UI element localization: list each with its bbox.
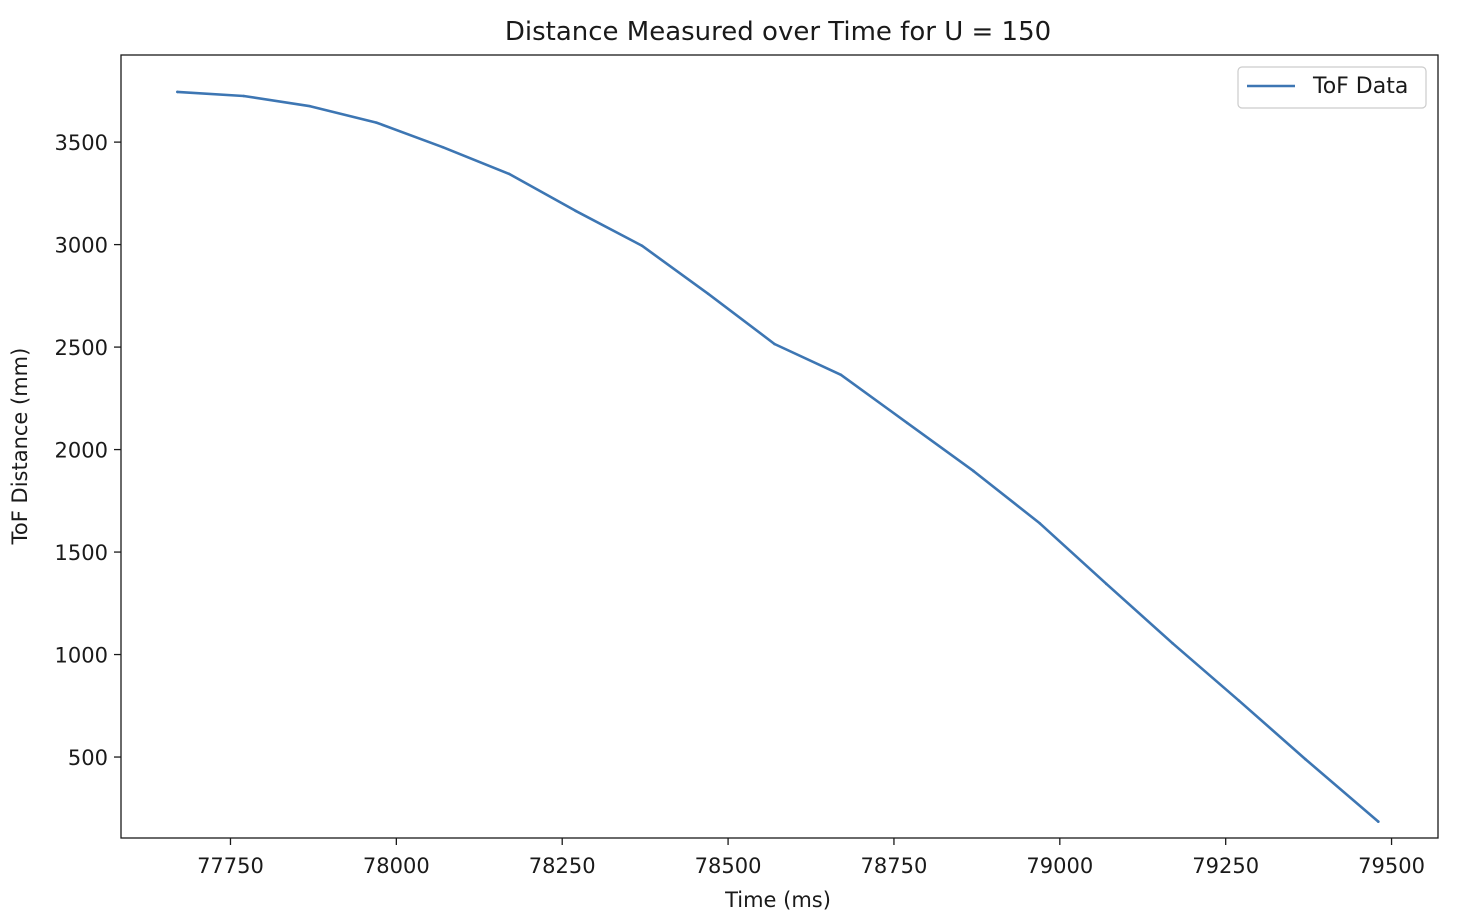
x-axis-ticks: 77750 78000 78250 78500 78750 79000 79250 79500	[197, 838, 1425, 878]
y-tick-label: 2000	[55, 439, 108, 463]
data-point	[176, 90, 179, 94]
legend-label-tof-data: ToF Data	[1312, 74, 1408, 99]
data-point	[242, 94, 246, 98]
data-point	[1171, 641, 1174, 645]
legend-box	[1237, 66, 1427, 109]
data-point	[1038, 522, 1042, 525]
data-point	[905, 421, 909, 425]
y-tick-label: 1500	[55, 541, 108, 565]
y-tick-label: 3000	[55, 234, 108, 258]
data-point	[1304, 757, 1307, 761]
x-axis-label: Time (ms)	[724, 888, 831, 912]
y-tick-label: 500	[68, 746, 108, 770]
legend: ToF Data	[1237, 66, 1427, 109]
data-point	[441, 145, 445, 149]
data-point	[972, 469, 975, 473]
data-point	[308, 104, 312, 108]
y-axis-ticks: 500 1000 1500 2000 2500 3000 3500	[55, 131, 121, 770]
y-tick-label: 3500	[55, 131, 108, 155]
data-point	[1104, 582, 1108, 586]
data-point	[706, 292, 710, 296]
data-point	[1237, 699, 1241, 702]
x-tick-label: 78000	[363, 854, 430, 878]
x-tick-label: 78250	[529, 854, 596, 878]
x-tick-label: 78750	[861, 854, 928, 878]
x-tick-label: 79250	[1192, 854, 1259, 878]
data-point	[574, 209, 577, 213]
data-point	[507, 172, 511, 176]
data-point	[773, 342, 776, 346]
y-tick-label: 2500	[55, 336, 108, 360]
data-point	[1376, 820, 1380, 823]
data-point	[839, 373, 843, 377]
y-axis-label: ToF Distance (mm)	[8, 348, 32, 546]
data-point	[375, 121, 378, 124]
series-layer	[176, 90, 1380, 823]
x-tick-label: 77750	[197, 854, 264, 878]
data-point	[640, 244, 644, 247]
chart-title: Distance Measured over Time for U = 150	[505, 17, 1051, 47]
x-tick-label: 79500	[1358, 854, 1425, 878]
x-tick-label: 79000	[1026, 854, 1093, 878]
x-tick-label: 78500	[695, 854, 762, 878]
y-tick-label: 1000	[55, 644, 108, 668]
plot-area-frame	[120, 54, 1439, 839]
